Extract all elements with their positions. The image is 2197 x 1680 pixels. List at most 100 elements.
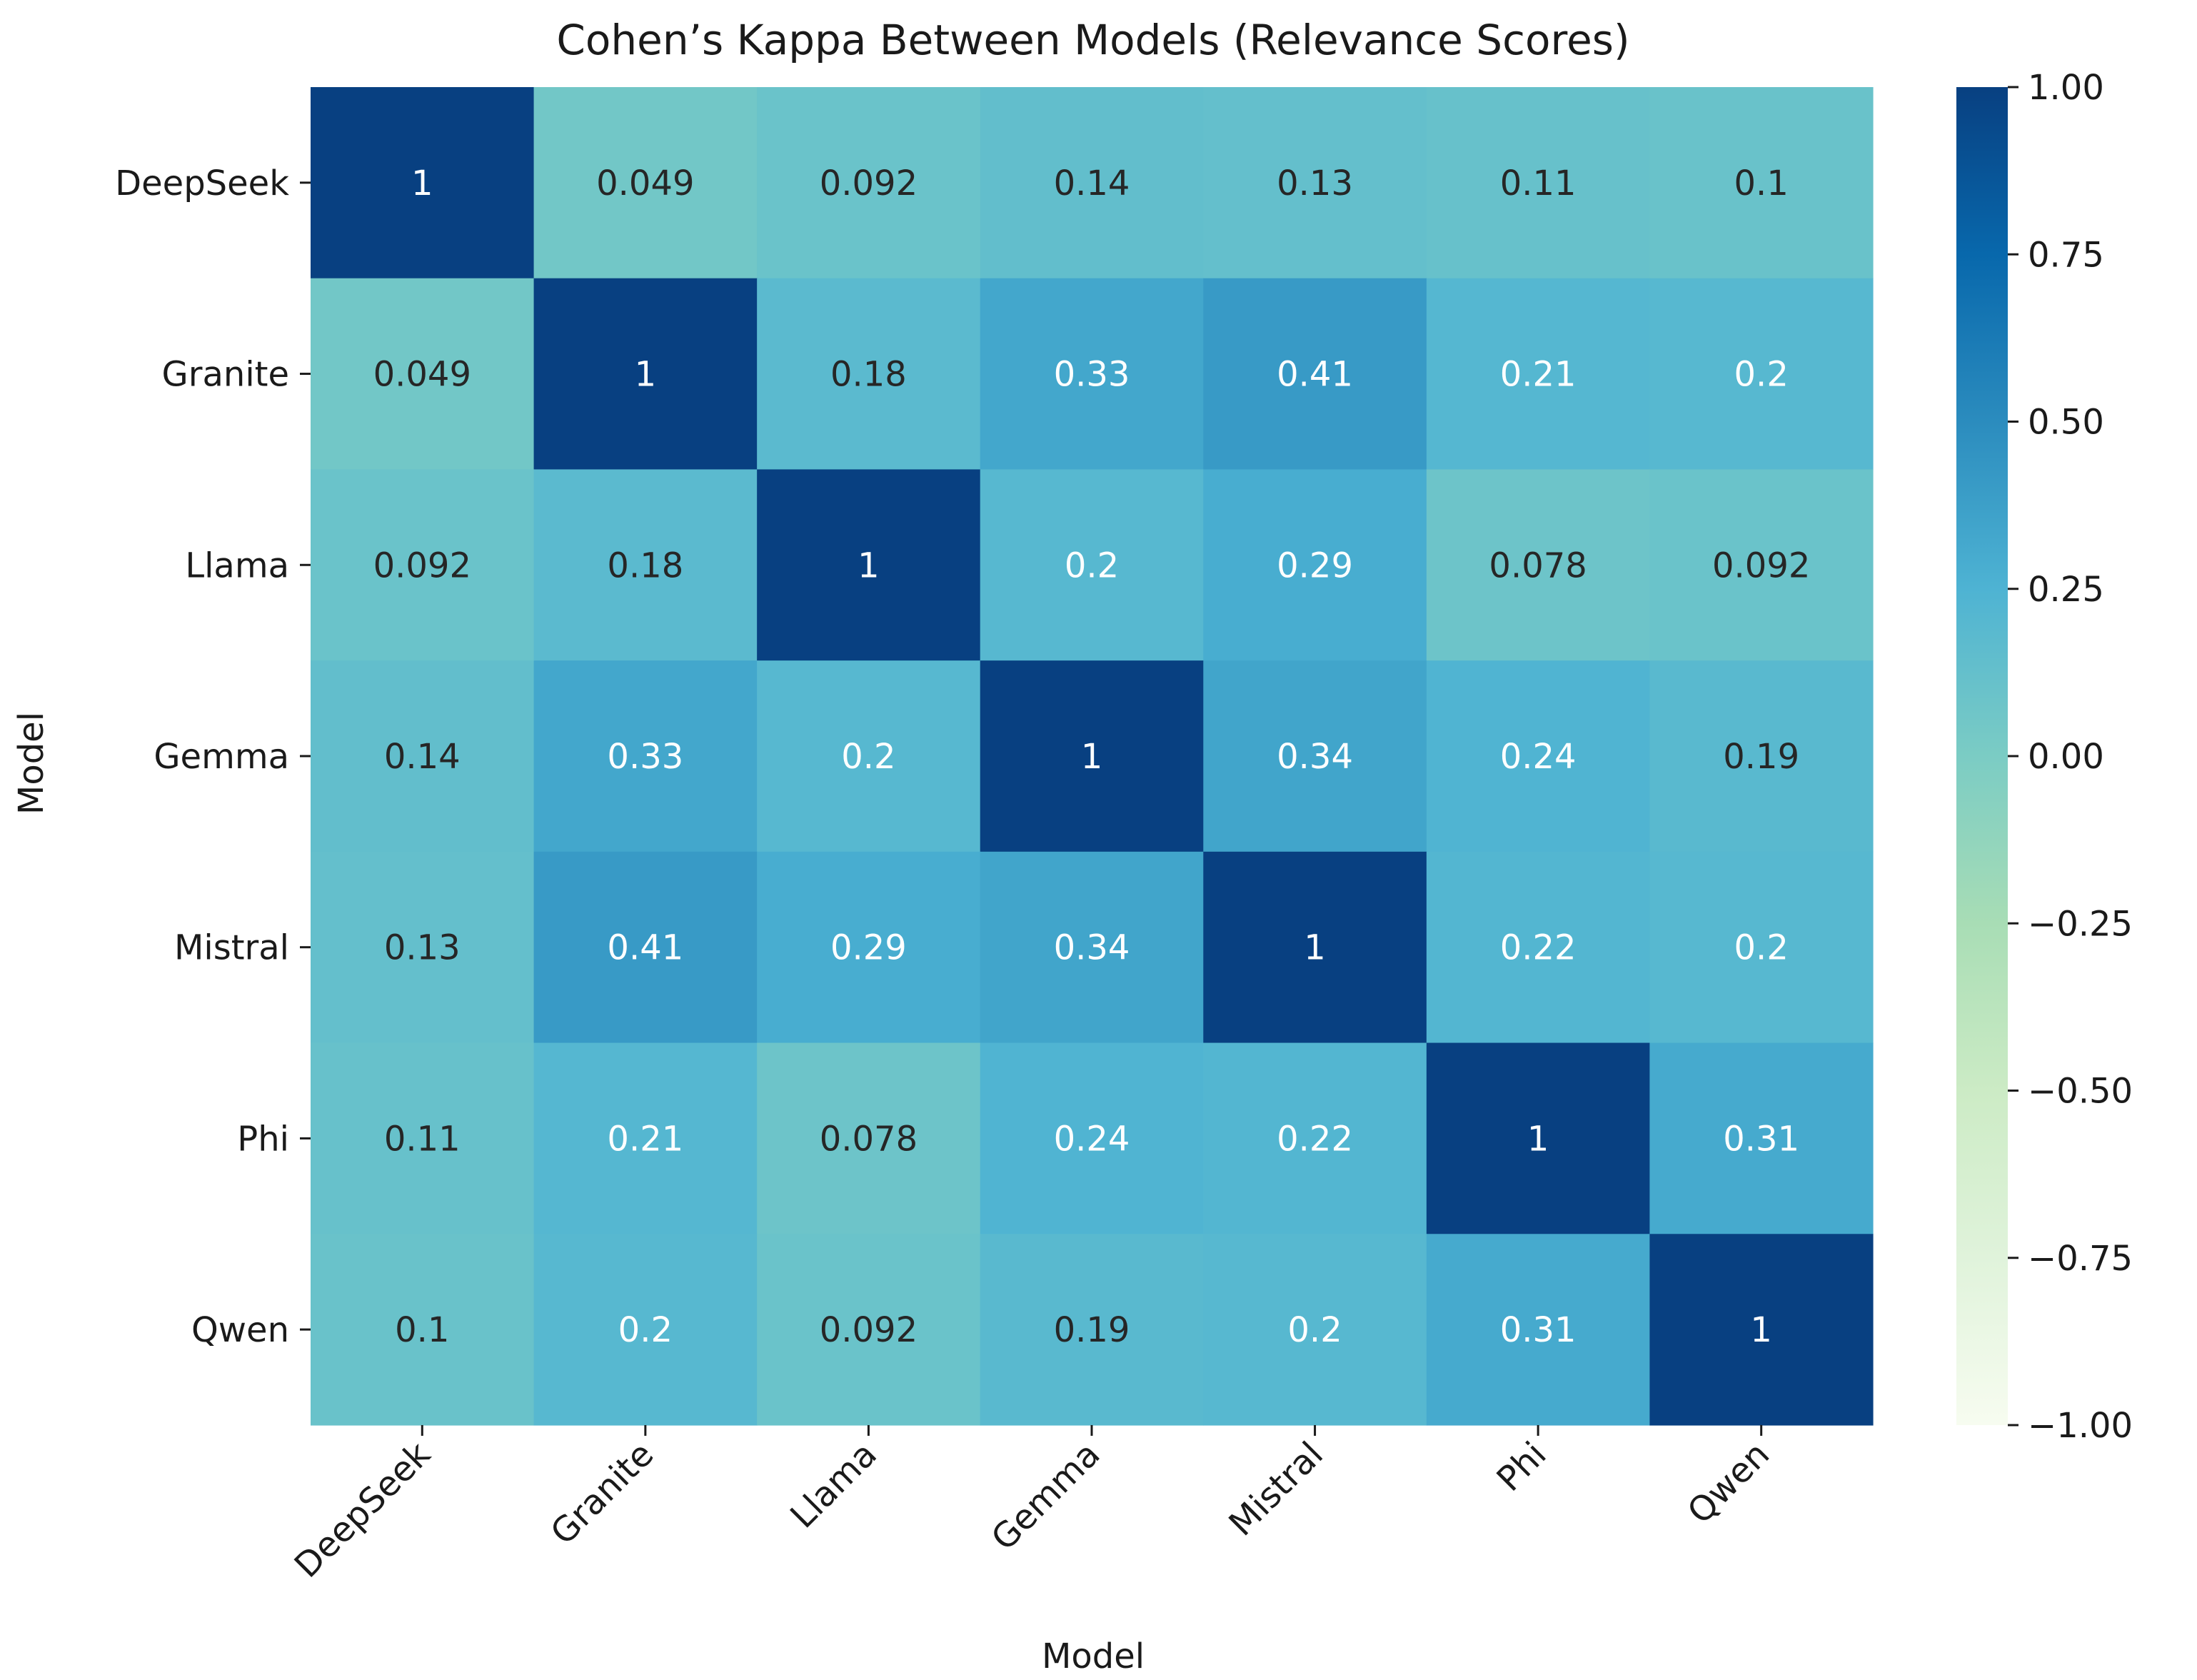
heatmap-cell-qwen-mistral bbox=[1203, 1234, 1427, 1426]
cell-label: 0.34 bbox=[1054, 928, 1130, 968]
cell-label: 0.29 bbox=[830, 928, 907, 968]
cell-label: 0.2 bbox=[618, 1310, 673, 1350]
cell-label: 0.092 bbox=[820, 1310, 917, 1350]
heatmap-cell-phi-mistral bbox=[1203, 1042, 1427, 1234]
colorbar bbox=[1956, 87, 2008, 1425]
heatmap-cell-mistral-deepseek bbox=[311, 851, 535, 1044]
colorbar-tick-label: −0.50 bbox=[2028, 1072, 2133, 1112]
cell-label: 1 bbox=[411, 164, 433, 203]
heatmap-cell-granite-llama bbox=[757, 278, 981, 471]
cell-label: 0.078 bbox=[1489, 545, 1587, 585]
heatmap-cell-llama-granite bbox=[533, 469, 758, 661]
colorbar-tick-label: 1.00 bbox=[2028, 68, 2104, 108]
cell-label: 0.41 bbox=[607, 928, 683, 968]
heatmap-cell-qwen-granite bbox=[533, 1234, 758, 1426]
cell-label: 0.22 bbox=[1277, 1119, 1353, 1159]
cell-label: 1 bbox=[1527, 1119, 1549, 1159]
heatmap-cell-qwen-qwen bbox=[1649, 1234, 1874, 1426]
heatmap-cell-llama-phi bbox=[1426, 469, 1651, 661]
heatmap-cell-mistral-qwen bbox=[1649, 851, 1874, 1044]
heatmap-cell-granite-qwen bbox=[1649, 278, 1874, 471]
heatmap-cell-phi-phi bbox=[1426, 1042, 1651, 1234]
colorbar-tick-label: 0.00 bbox=[2028, 737, 2104, 777]
cell-label: 0.14 bbox=[1054, 164, 1130, 203]
colorbar-tick-label: 0.75 bbox=[2028, 235, 2104, 275]
heatmap-cell-deepseek-mistral bbox=[1203, 87, 1427, 279]
cell-label: 0.34 bbox=[1277, 737, 1353, 777]
heatmap-cell-llama-deepseek bbox=[311, 469, 535, 661]
cell-label: 0.33 bbox=[1054, 355, 1130, 395]
cell-label: 0.24 bbox=[1500, 737, 1577, 777]
heatmap-cell-phi-qwen bbox=[1649, 1042, 1874, 1234]
cell-label: 0.21 bbox=[607, 1119, 683, 1159]
cell-label: 0.13 bbox=[1277, 164, 1353, 203]
heatmap-cell-llama-llama bbox=[757, 469, 981, 661]
heatmap-cell-gemma-granite bbox=[533, 660, 758, 852]
colorbar-tick-label: −0.75 bbox=[2028, 1239, 2133, 1279]
cell-label: 0.29 bbox=[1277, 545, 1353, 585]
cell-label: 0.11 bbox=[1500, 164, 1577, 203]
cell-label: 0.2 bbox=[1734, 928, 1789, 968]
cell-label: 0.2 bbox=[841, 737, 895, 777]
heatmap-cell-llama-mistral bbox=[1203, 469, 1427, 661]
cell-label: 1 bbox=[1304, 928, 1326, 968]
heatmap-cell-granite-deepseek bbox=[311, 278, 535, 471]
heatmap-cell-gemma-phi bbox=[1426, 660, 1651, 852]
cell-label: 0.2 bbox=[1734, 355, 1789, 395]
heatmap-cell-gemma-llama bbox=[757, 660, 981, 852]
heatmap-cell-qwen-llama bbox=[757, 1234, 981, 1426]
y-axis-label: Model bbox=[11, 712, 51, 815]
heatmap-cell-phi-deepseek bbox=[311, 1042, 535, 1234]
cell-label: 0.31 bbox=[1723, 1119, 1799, 1159]
cell-label: 0.1 bbox=[1734, 164, 1789, 203]
heatmap-cell-gemma-deepseek bbox=[311, 660, 535, 852]
cell-label: 0.22 bbox=[1500, 928, 1577, 968]
cell-label: 0.31 bbox=[1500, 1310, 1577, 1350]
heatmap-cell-granite-phi bbox=[1426, 278, 1651, 471]
cell-label: 0.19 bbox=[1723, 737, 1799, 777]
cell-label: 0.19 bbox=[1054, 1310, 1130, 1350]
heatmap-cell-qwen-deepseek bbox=[311, 1234, 535, 1426]
y-tick-label-gemma: Gemma bbox=[154, 737, 289, 777]
heatmap-cell-phi-llama bbox=[757, 1042, 981, 1234]
heatmap-cell-mistral-phi bbox=[1426, 851, 1651, 1044]
cell-label: 0.078 bbox=[820, 1119, 917, 1159]
y-tick-label-llama: Llama bbox=[185, 545, 289, 585]
cell-label: 0.2 bbox=[1065, 545, 1119, 585]
y-tick-label-granite: Granite bbox=[162, 355, 289, 395]
chart-title: Cohen’s Kappa Between Models (Relevance … bbox=[556, 16, 1629, 64]
heatmap-cell-deepseek-deepseek bbox=[311, 87, 535, 279]
heatmap-cell-granite-mistral bbox=[1203, 278, 1427, 471]
x-axis-label: Model bbox=[1042, 1636, 1145, 1676]
heatmap-cell-mistral-llama bbox=[757, 851, 981, 1044]
colorbar-tick-label: −1.00 bbox=[2028, 1406, 2133, 1446]
heatmap-cell-mistral-granite bbox=[533, 851, 758, 1044]
heatmap-cell-labels: 1 0.049 0.092 0.14 0.13 0.11 0.10.049 1 0.18 0.33… bbox=[373, 164, 1811, 1350]
cell-label: 0.41 bbox=[1277, 355, 1353, 395]
y-tick-label-deepseek: DeepSeek bbox=[115, 164, 289, 203]
heatmap-cells bbox=[311, 87, 1874, 1426]
colorbar-ticks: 1.00 0.75 0.50 0.25 0.00 −0.25 −0.50 −0.75 −1.00 bbox=[2008, 68, 2133, 1446]
heatmap-cell-phi-gemma bbox=[980, 1042, 1204, 1234]
heatmap-cell-granite-gemma bbox=[980, 278, 1204, 471]
heatmap-cell-qwen-phi bbox=[1426, 1234, 1651, 1426]
heatmap-cell-granite-granite bbox=[533, 278, 758, 471]
cell-label: 0.092 bbox=[1712, 545, 1810, 585]
cell-label: 0.14 bbox=[384, 737, 461, 777]
heatmap-cell-llama-gemma bbox=[980, 469, 1204, 661]
cell-label: 1 bbox=[1081, 737, 1103, 777]
y-tick-label-qwen: Qwen bbox=[191, 1310, 289, 1350]
heatmap-cell-gemma-mistral bbox=[1203, 660, 1427, 852]
cell-label: 1 bbox=[858, 545, 880, 585]
heatmap-cell-gemma-gemma bbox=[980, 660, 1204, 852]
heatmap-cell-mistral-mistral bbox=[1203, 851, 1427, 1044]
heatmap-cell-qwen-gemma bbox=[980, 1234, 1204, 1426]
heatmap-cell-phi-granite bbox=[533, 1042, 758, 1234]
y-tick-label-mistral: Mistral bbox=[174, 928, 289, 968]
cell-label: 0.049 bbox=[596, 164, 694, 203]
heatmap-cell-llama-qwen bbox=[1649, 469, 1874, 661]
heatmap-cell-deepseek-qwen bbox=[1649, 87, 1874, 279]
colorbar-tick-label: 0.25 bbox=[2028, 570, 2104, 610]
colorbar-tick-label: −0.25 bbox=[2028, 904, 2133, 944]
heatmap-cell-deepseek-phi bbox=[1426, 87, 1651, 279]
